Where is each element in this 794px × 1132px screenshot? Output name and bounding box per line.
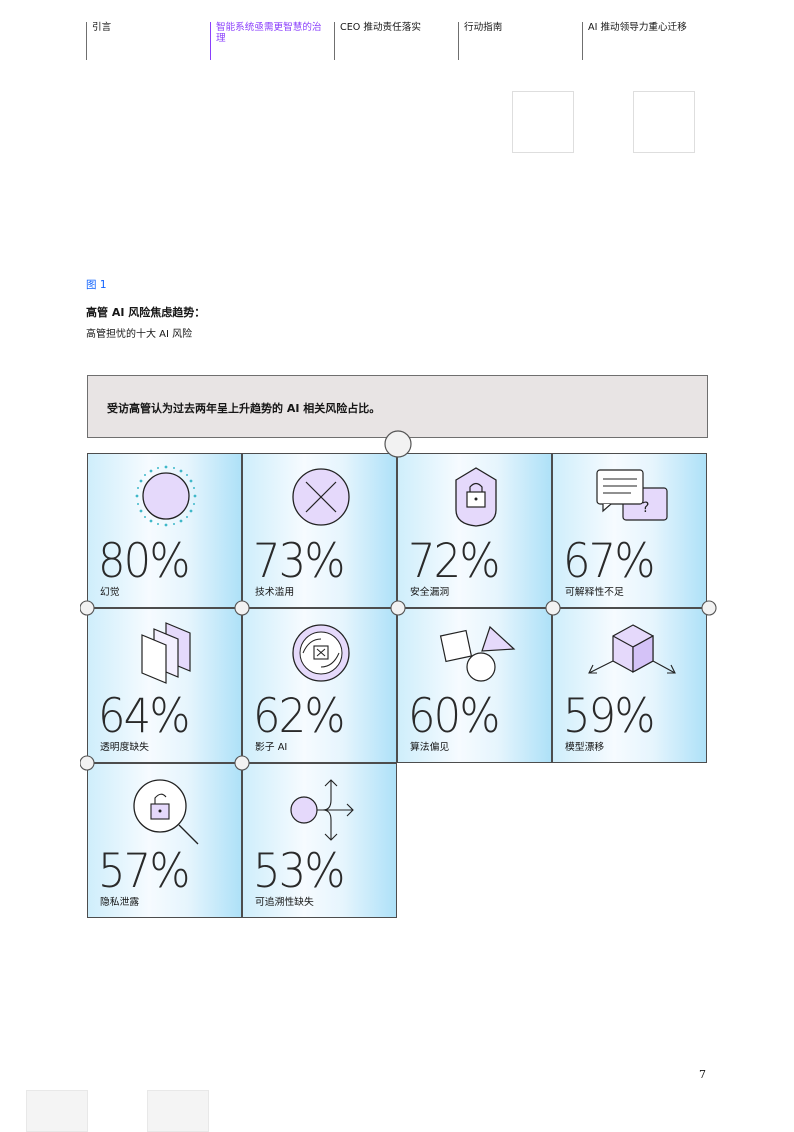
junction-node — [545, 600, 561, 616]
junction-node — [80, 600, 95, 616]
risk-percent: 60% — [408, 689, 500, 744]
risk-label: 技术滥用 — [255, 587, 295, 598]
cube-arrows-icon — [588, 624, 676, 674]
risk-label: 透明度缺失 — [100, 742, 149, 753]
nav-item-governance[interactable]: 智能系统亟需更智慧的治理 — [210, 22, 326, 60]
risk-card-misuse: 73% 技术滥用 — [242, 453, 397, 608]
risk-label: 影子 AI — [255, 742, 288, 753]
risk-card-model-drift: 59% 模型漂移 — [552, 608, 707, 763]
risk-percent: 67% — [563, 534, 655, 589]
page-number: 7 — [699, 1068, 706, 1081]
risk-card-hallucination: 80% 幻觉 — [87, 453, 242, 608]
risk-card-privacy: 57% 隐私泄露 — [87, 763, 242, 918]
junction-node — [234, 755, 250, 771]
risk-label: 安全漏洞 — [410, 587, 450, 598]
risk-percent: 64% — [98, 689, 190, 744]
placeholder-box — [147, 1090, 209, 1132]
figure-title: 高管 AI 风险焦虑趋势： — [86, 306, 206, 319]
figure-label: 图 1 — [86, 279, 107, 291]
x-circle-icon — [292, 468, 350, 526]
risk-percent: 73% — [253, 534, 345, 589]
risk-card-bias: 60% 算法偏见 — [397, 608, 552, 763]
nav-item-intro[interactable]: 引言 — [86, 22, 202, 60]
junction-node — [384, 430, 412, 458]
risk-label: 隐私泄露 — [100, 897, 140, 908]
placeholder-box — [512, 91, 574, 153]
junction-node — [80, 755, 95, 771]
risk-label: 算法偏见 — [410, 742, 450, 753]
layered-pages-icon — [141, 622, 191, 684]
junction-node — [701, 600, 717, 616]
grid-junctions — [80, 430, 717, 771]
risk-percent: 57% — [98, 844, 190, 899]
risk-label: 幻觉 — [100, 587, 120, 598]
risk-percent: 62% — [253, 689, 345, 744]
risk-card-security: 72% 安全漏洞 — [397, 453, 552, 608]
figure-subtitle: 高管担忧的十大 AI 风险 — [86, 329, 193, 340]
placeholder-box — [26, 1090, 88, 1132]
top-navigation: 引言 智能系统亟需更智慧的治理 CEO 推动责任落实 行动指南 AI 推动领导力… — [86, 22, 710, 60]
junction-node — [390, 600, 406, 616]
svg-text:?: ? — [642, 500, 649, 516]
risk-card-shadow-ai: 62% 影子 AI — [242, 608, 397, 763]
risk-label: 可追溯性缺失 — [255, 897, 314, 908]
risk-card-explainability: ? 67% 可解释性不足 — [552, 453, 707, 608]
figure-banner: 受访高管认为过去两年呈上升趋势的 AI 相关风险占比。 — [87, 375, 708, 438]
risk-percent: 72% — [408, 534, 500, 589]
risk-percent: 59% — [563, 689, 655, 744]
shapes-icon — [439, 625, 516, 682]
nav-item-ceo[interactable]: CEO 推动责任落实 — [334, 22, 450, 60]
risk-card-transparency: 64% 透明度缺失 — [87, 608, 242, 763]
sun-dots-icon — [135, 465, 197, 527]
risk-label: 可解释性不足 — [565, 587, 624, 598]
branching-arrows-icon — [290, 779, 354, 841]
risk-percent: 80% — [98, 534, 190, 589]
nav-item-leadership[interactable]: AI 推动领导力重心迁移 — [582, 22, 716, 60]
shield-lock-icon — [455, 467, 497, 527]
junction-node — [234, 600, 250, 616]
chat-question-icon: ? — [596, 469, 668, 521]
risk-card-traceability: 53% 可追溯性缺失 — [242, 763, 397, 918]
nav-item-action-guide[interactable]: 行动指南 — [458, 22, 574, 60]
risk-percent: 53% — [253, 844, 345, 899]
magnifier-unlock-icon — [133, 779, 199, 845]
banner-text: 受访高管认为过去两年呈上升趋势的 AI 相关风险占比。 — [107, 402, 381, 415]
placeholder-box — [633, 91, 695, 153]
risk-label: 模型漂移 — [565, 742, 605, 753]
hidden-box-icon — [292, 624, 350, 682]
